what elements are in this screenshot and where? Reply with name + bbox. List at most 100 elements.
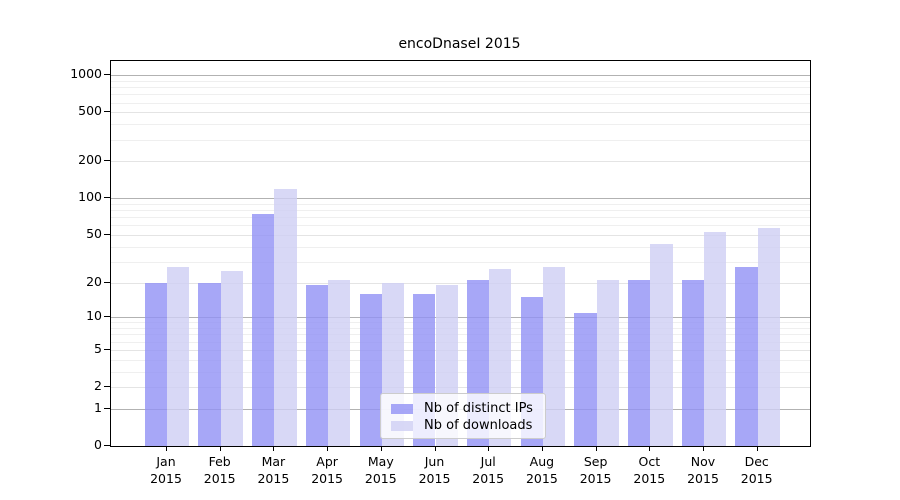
gridline-minor bbox=[111, 371, 810, 373]
x-axis-tick-label: Sep 2015 bbox=[579, 454, 612, 486]
bar-ips-may bbox=[359, 293, 382, 446]
gridline-minor bbox=[111, 225, 810, 227]
bar-downloads-feb bbox=[220, 271, 243, 446]
gridline-minor bbox=[111, 322, 810, 324]
bar-downloads-nov bbox=[704, 231, 727, 446]
bar-ips-nov bbox=[681, 280, 704, 446]
bar-ips-dec bbox=[735, 267, 758, 446]
x-axis-tick-label: Jun 2015 bbox=[418, 454, 451, 486]
gridline bbox=[111, 234, 810, 236]
y-axis-tick bbox=[104, 348, 110, 350]
y-axis-tick bbox=[104, 160, 110, 162]
x-axis-tick bbox=[756, 446, 758, 451]
bar-ips-feb bbox=[198, 282, 221, 446]
legend-item-downloads: Nb of downloads bbox=[391, 417, 545, 434]
gridline-minor bbox=[111, 102, 810, 104]
bar-downloads-oct bbox=[650, 244, 673, 446]
bar-ips-mar bbox=[252, 214, 275, 446]
gridline-minor bbox=[111, 87, 810, 88]
gridline bbox=[111, 75, 810, 77]
gridline-minor bbox=[111, 217, 810, 219]
x-axis-tick bbox=[380, 446, 382, 451]
y-axis-tick bbox=[104, 233, 110, 235]
gridline-minor bbox=[111, 359, 810, 361]
x-axis-tick-label: Aug 2015 bbox=[525, 454, 558, 486]
x-axis-tick-label: Dec 2015 bbox=[740, 454, 773, 486]
gridline-minor bbox=[111, 246, 810, 248]
y-axis-tick bbox=[104, 111, 110, 113]
gridline-minor bbox=[111, 139, 810, 141]
x-axis-tick bbox=[649, 446, 651, 451]
chart-title: encoDnaseI 2015 bbox=[398, 36, 521, 52]
bar-downloads-apr bbox=[328, 280, 351, 446]
legend-label-downloads: Nb of downloads bbox=[424, 418, 533, 433]
bar-downloads-sep bbox=[596, 280, 619, 446]
y-axis-tick-label: 100 bbox=[78, 189, 102, 205]
plot-area: Nb of distinct IPs Nb of downloads bbox=[110, 60, 811, 447]
bar-ips-sep bbox=[574, 312, 597, 446]
gridline-minor bbox=[111, 80, 810, 82]
y-axis-tick bbox=[104, 407, 110, 409]
x-axis-tick-label: Jul 2015 bbox=[472, 454, 505, 486]
y-axis-tick bbox=[104, 316, 110, 318]
y-axis-tick bbox=[104, 197, 110, 199]
x-axis-tick bbox=[434, 446, 436, 451]
gridline bbox=[111, 112, 810, 114]
gridline-minor bbox=[111, 334, 810, 336]
x-axis-tick-label: Oct 2015 bbox=[633, 454, 666, 486]
y-axis-tick-label: 200 bbox=[78, 152, 102, 168]
x-axis-tick bbox=[595, 446, 597, 451]
bar-downloads-dec bbox=[757, 228, 780, 446]
gridline-minor bbox=[111, 94, 810, 96]
x-axis-tick-label: Feb 2015 bbox=[203, 454, 236, 486]
y-axis-tick-label: 0 bbox=[94, 437, 102, 452]
x-axis-tick-label: Apr 2015 bbox=[311, 454, 343, 486]
x-axis-tick bbox=[273, 446, 275, 451]
bar-ips-oct bbox=[628, 280, 651, 446]
x-axis-tick bbox=[327, 446, 329, 451]
y-axis-tick bbox=[104, 445, 110, 446]
x-axis-tick-label: Nov 2015 bbox=[687, 454, 719, 486]
x-axis-tick bbox=[541, 446, 543, 451]
y-axis-tick-label: 50 bbox=[86, 225, 102, 241]
y-axis-tick bbox=[104, 74, 110, 76]
gridline bbox=[111, 198, 810, 200]
gridline-minor bbox=[111, 328, 810, 329]
y-axis-tick-label: 500 bbox=[78, 103, 102, 119]
bar-downloads-mar bbox=[274, 188, 297, 446]
gridline-minor bbox=[111, 210, 810, 212]
y-axis-tick-label: 20 bbox=[86, 273, 102, 289]
legend-label-distinct-ips: Nb of distinct IPs bbox=[424, 401, 533, 416]
gridline bbox=[111, 161, 810, 163]
gridline-minor bbox=[111, 124, 810, 126]
x-axis-tick-label: Mar 2015 bbox=[257, 454, 290, 486]
gridline-minor bbox=[111, 203, 810, 205]
gridline bbox=[111, 317, 810, 319]
gridline-minor bbox=[111, 341, 810, 343]
legend: Nb of distinct IPs Nb of downloads bbox=[380, 393, 546, 439]
bar-downloads-aug bbox=[542, 267, 566, 446]
legend-swatch-downloads bbox=[391, 420, 413, 431]
x-axis-tick-label: Jan 2015 bbox=[150, 454, 182, 486]
y-axis-tick bbox=[104, 281, 110, 283]
x-axis-tick bbox=[488, 446, 490, 451]
legend-item-distinct-ips: Nb of distinct IPs bbox=[391, 400, 545, 417]
y-axis-tick bbox=[104, 386, 110, 387]
x-axis-tick bbox=[703, 446, 704, 451]
gridline bbox=[111, 387, 810, 388]
bar-downloads-jan bbox=[167, 267, 190, 446]
legend-swatch-distinct-ips bbox=[391, 403, 413, 414]
x-axis-tick bbox=[166, 446, 167, 451]
bar-ips-apr bbox=[305, 285, 329, 446]
gridline-minor bbox=[111, 261, 810, 263]
gridline bbox=[111, 349, 810, 351]
x-axis-tick bbox=[219, 446, 221, 451]
y-axis-tick-label: 2 bbox=[94, 378, 102, 393]
y-axis-tick-label: 1000 bbox=[70, 66, 102, 82]
gridline bbox=[111, 282, 810, 284]
y-axis-tick-label: 5 bbox=[94, 340, 102, 356]
y-axis-tick-label: 10 bbox=[86, 308, 102, 324]
bar-ips-jan bbox=[144, 282, 167, 446]
x-axis-tick-label: May 2015 bbox=[364, 454, 397, 486]
